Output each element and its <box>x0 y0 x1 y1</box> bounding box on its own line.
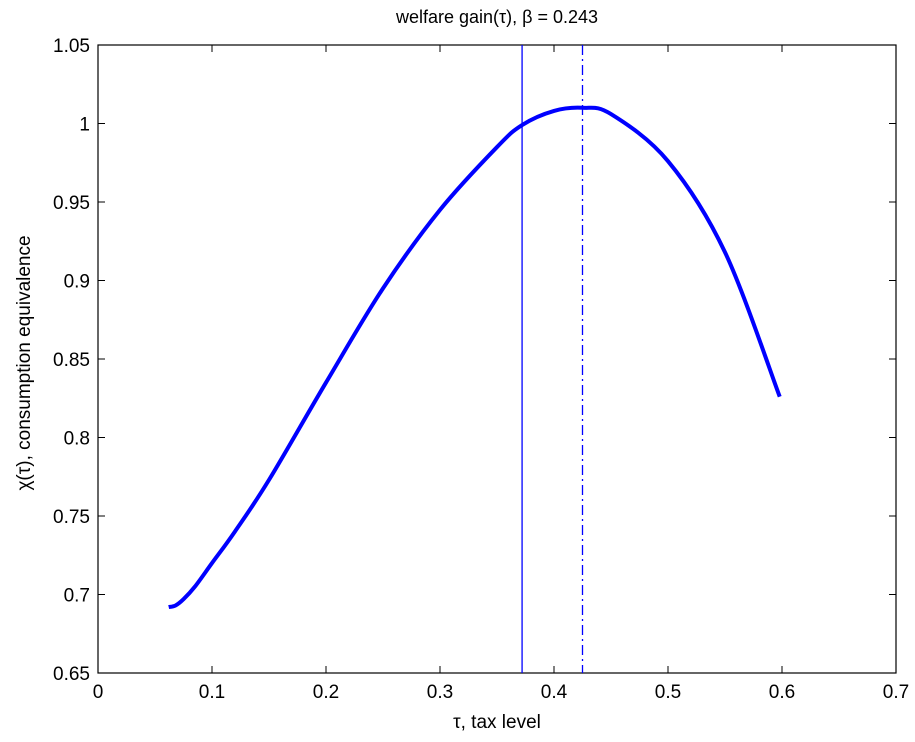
x-axis-label: τ, tax level <box>453 712 541 733</box>
y-tick-label: 1 <box>79 115 90 136</box>
x-tick-label: 0.4 <box>541 682 568 703</box>
chart-title: welfare gain(τ), β = 0.243 <box>395 7 598 27</box>
y-tick-label: 0.8 <box>64 429 90 450</box>
y-tick-label: 0.7 <box>64 586 90 607</box>
x-tick-label: 0.6 <box>769 682 795 703</box>
y-axis: 0.65 0.7 0.75 0.8 0.85 0.9 0.95 1 1.05 <box>53 36 896 685</box>
plot-area <box>97 44 897 674</box>
x-tick-label: 0.3 <box>427 682 453 703</box>
y-tick-label: 1.05 <box>53 36 90 57</box>
y-axis-label: χ(τ), consumption equivalence <box>14 235 35 490</box>
x-tick-label: 0.1 <box>199 682 225 703</box>
x-tick-label: 0.7 <box>883 682 909 703</box>
x-tick-label: 0 <box>93 682 104 703</box>
y-tick-label: 0.65 <box>53 664 90 685</box>
axes-box <box>97 44 897 674</box>
y-tick-label: 0.9 <box>64 272 90 293</box>
x-axis: 0 0.1 0.2 0.3 0.4 0.5 0.6 0.7 <box>93 45 909 703</box>
x-tick-label: 0.2 <box>313 682 339 703</box>
x-tick-label: 0.5 <box>655 682 681 703</box>
y-tick-label: 0.85 <box>53 350 90 371</box>
y-tick-label: 0.95 <box>53 193 90 214</box>
y-tick-label: 0.75 <box>53 507 90 528</box>
welfare-gain-curve <box>168 105 782 610</box>
